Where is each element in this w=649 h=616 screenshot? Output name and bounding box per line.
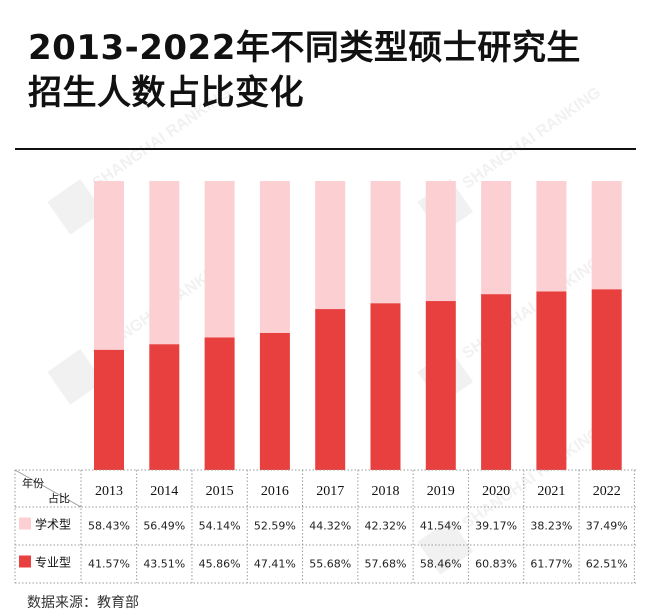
bar-academic-2015 — [204, 181, 235, 338]
bar-academic-2018 — [370, 181, 401, 304]
value-label-professional-2021: 61.77% — [530, 558, 572, 571]
title-line-1: 2013-2022年不同类型硕士研究生 — [28, 28, 581, 68]
bar-professional-2018 — [370, 303, 401, 470]
year-label-2018: 2018 — [372, 484, 400, 499]
bar-academic-2020 — [481, 181, 512, 295]
year-label-2017: 2017 — [316, 484, 344, 499]
bar-professional-2013 — [94, 349, 124, 470]
bar-professional-2020 — [481, 294, 512, 470]
bar-academic-2017 — [315, 181, 346, 310]
value-label-academic-2021: 38.23% — [530, 520, 572, 533]
legend-swatch-professional — [19, 555, 31, 568]
watermark-text: SHANGHAI RANKING — [90, 84, 234, 192]
bar-academic-2016 — [259, 181, 290, 333]
watermark-mark — [47, 349, 104, 405]
bar-professional-2017 — [315, 309, 346, 470]
value-label-academic-2013: 58.43% — [88, 520, 130, 533]
bar-academic-2014 — [149, 181, 180, 345]
watermark-text: SHANGHAI RANKING — [460, 84, 604, 192]
legend-label-professional: 专业型 — [35, 555, 71, 570]
year-label-2013: 2013 — [95, 484, 123, 499]
data-source: 数据来源：教育部 — [27, 595, 139, 611]
bar-professional-2022 — [591, 289, 622, 470]
bar-professional-2021 — [536, 291, 567, 470]
value-label-academic-2015: 54.14% — [199, 520, 241, 533]
value-label-professional-2014: 43.51% — [143, 558, 185, 571]
value-label-academic-2020: 39.17% — [475, 520, 517, 533]
value-label-professional-2019: 58.46% — [420, 558, 462, 571]
value-label-professional-2018: 57.68% — [365, 558, 407, 571]
bar-professional-2015 — [204, 337, 235, 470]
value-label-academic-2018: 42.32% — [365, 520, 407, 533]
year-label-2022: 2022 — [593, 484, 621, 499]
bar-professional-2016 — [259, 332, 290, 470]
bar-professional-2019 — [425, 301, 456, 470]
table-header-year: 年份 — [22, 476, 44, 490]
value-label-academic-2017: 44.32% — [309, 520, 351, 533]
value-label-academic-2022: 37.49% — [586, 520, 628, 533]
watermark-mark — [417, 519, 474, 575]
table-header-diagonal — [14, 469, 82, 508]
bar-academic-2021 — [536, 181, 567, 292]
chart-title: 2013-2022年不同类型硕士研究生 招生人数占比变化 — [28, 26, 628, 116]
value-label-professional-2016: 47.41% — [254, 558, 296, 571]
year-label-2014: 2014 — [150, 484, 178, 499]
year-label-2021: 2021 — [537, 484, 565, 499]
year-label-2016: 2016 — [261, 484, 289, 499]
value-label-academic-2014: 56.49% — [143, 520, 185, 533]
table-header-ratio: 占比 — [48, 491, 70, 505]
year-label-2019: 2019 — [427, 484, 455, 499]
title-line-2: 招生人数占比变化 — [28, 73, 304, 113]
value-label-professional-2022: 62.51% — [586, 558, 628, 571]
watermark-mark — [47, 179, 104, 235]
year-label-2020: 2020 — [482, 484, 510, 499]
value-label-professional-2017: 55.68% — [309, 558, 351, 571]
bar-academic-2019 — [425, 181, 456, 302]
value-label-academic-2016: 52.59% — [254, 520, 296, 533]
value-label-professional-2020: 60.83% — [475, 558, 517, 571]
legend-label-academic: 学术型 — [35, 517, 71, 532]
year-label-2015: 2015 — [206, 484, 234, 499]
bar-academic-2013 — [94, 181, 124, 350]
title-divider — [15, 148, 636, 150]
bar-academic-2022 — [591, 181, 622, 290]
value-label-academic-2019: 41.54% — [420, 520, 462, 533]
legend-swatch-academic — [19, 517, 31, 530]
bar-professional-2014 — [149, 344, 180, 470]
value-label-professional-2015: 45.86% — [199, 558, 241, 571]
value-label-professional-2013: 41.57% — [88, 558, 130, 571]
